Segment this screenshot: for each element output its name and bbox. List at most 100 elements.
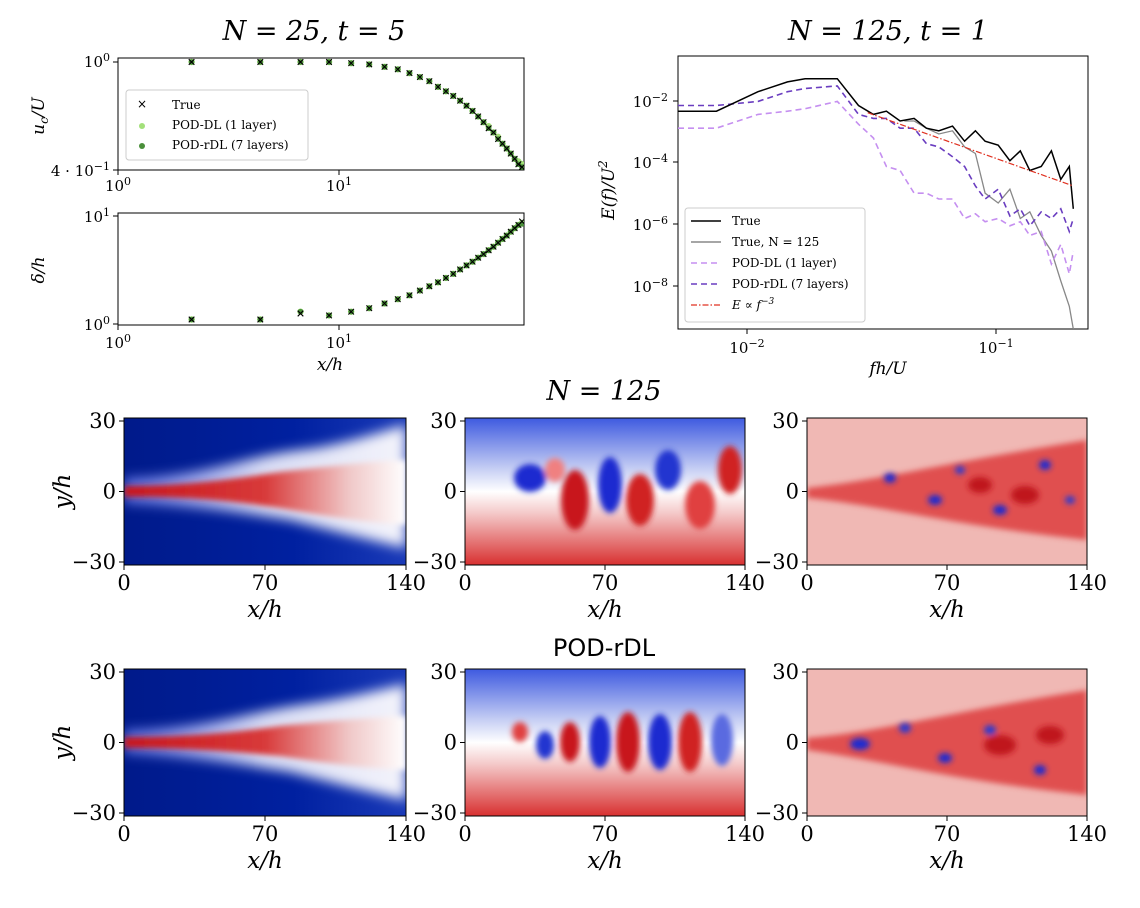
title-bottom-row: POD-rDL bbox=[553, 634, 656, 662]
spectrum-legend-label: POD-DL (1 layer) bbox=[732, 256, 837, 270]
vortex-blob bbox=[884, 473, 896, 483]
marker-true bbox=[474, 254, 482, 261]
heatmap-ytick-label: 30 bbox=[772, 409, 799, 433]
marker-true bbox=[297, 310, 304, 317]
vortex-blob bbox=[850, 738, 870, 750]
uc-legend-label: POD-DL (1 layer) bbox=[172, 118, 277, 132]
heatmap-ylabel: y/h bbox=[50, 474, 76, 511]
spectrum-axes-frame bbox=[677, 55, 1089, 330]
vortex-blob bbox=[711, 714, 733, 766]
spectrum-legend-label: POD-rDL (7 layers) bbox=[732, 277, 849, 291]
vortex-blob bbox=[938, 753, 952, 763]
spectrum-xtick-exp: −1 bbox=[997, 337, 1013, 350]
marker-true bbox=[347, 59, 355, 67]
heatmap-xtick-label: 70 bbox=[592, 571, 619, 595]
heatmap-xtick-label: 0 bbox=[117, 822, 130, 846]
heatmap-xtick-label: 0 bbox=[458, 822, 471, 846]
heatmap-ytick-label: −30 bbox=[413, 550, 457, 574]
marker-true bbox=[474, 113, 482, 120]
vortex-blob bbox=[1034, 765, 1046, 775]
vortex-blob bbox=[626, 474, 654, 526]
delta-xtick-exp: 1 bbox=[345, 332, 352, 345]
vortex-blob bbox=[955, 466, 965, 474]
delta-xtick-label: 101 bbox=[326, 332, 352, 352]
heatmap-xlabel: x/h bbox=[247, 848, 283, 874]
heatmap-u-rdl bbox=[124, 669, 406, 816]
uc-legend-marker-x: × bbox=[137, 97, 147, 111]
heatmap-xlabel: x/h bbox=[587, 597, 623, 623]
turb-region bbox=[807, 690, 1087, 795]
heatmap-xtick-label: 70 bbox=[592, 822, 619, 846]
marker-true bbox=[507, 150, 514, 157]
uc-legend-label: True bbox=[172, 98, 201, 112]
w-structures bbox=[884, 460, 1075, 515]
heatmap-w-rdl bbox=[807, 669, 1087, 816]
heatmap-xtick-label: 70 bbox=[252, 822, 279, 846]
marker-true bbox=[442, 88, 450, 95]
heatmap-xtick-label: 140 bbox=[386, 822, 426, 846]
heatmap-xtick-label: 70 bbox=[934, 822, 961, 846]
vortex-blob bbox=[678, 712, 702, 772]
marker-true bbox=[297, 58, 304, 66]
spectrum-lines bbox=[678, 77, 1075, 329]
uc-legend-label: POD-rDL (7 layers) bbox=[172, 138, 289, 152]
marker-true bbox=[456, 266, 464, 273]
jet-core bbox=[124, 460, 406, 525]
delta-xtick-exp: 0 bbox=[124, 332, 131, 345]
v-structures bbox=[512, 712, 733, 772]
marker-true bbox=[490, 129, 497, 136]
vortex-blob bbox=[514, 464, 546, 492]
marker-true bbox=[463, 102, 470, 109]
turb-region bbox=[807, 440, 1087, 540]
heatmap-ytick-label: −30 bbox=[72, 801, 116, 825]
spectrum-ylabel-exp: 2 bbox=[596, 160, 610, 169]
uc-legend: × True POD-DL (1 layer) POD-rDL (7 layer… bbox=[125, 89, 309, 161]
marker-true bbox=[257, 316, 264, 323]
heatmap-ytick-label: −30 bbox=[755, 550, 799, 574]
heatmap-ytick-label: −30 bbox=[72, 550, 116, 574]
heatmap-ytick-label: 30 bbox=[89, 409, 116, 433]
uc-legend-marker-rdl bbox=[139, 143, 145, 149]
vortex-blob bbox=[718, 446, 742, 494]
heatmap-ytick-label: 0 bbox=[444, 731, 457, 755]
delta-ytick-exp: 1 bbox=[103, 206, 110, 219]
uc-ylabel: uc/U bbox=[29, 96, 51, 134]
uc-legend-marker-dl bbox=[139, 123, 145, 129]
v-structures bbox=[514, 446, 742, 530]
marker-true bbox=[366, 305, 373, 312]
spectrum-ylabel: E(f)/U2 bbox=[596, 160, 619, 221]
vortex-blob bbox=[1065, 496, 1075, 504]
heatmap-w-n125 bbox=[807, 418, 1087, 565]
vortex-blob bbox=[648, 714, 672, 770]
marker-true bbox=[456, 97, 464, 104]
vortex-blob bbox=[1011, 486, 1039, 504]
marker-true bbox=[511, 155, 518, 162]
delta-xtick-label: 100 bbox=[105, 332, 131, 352]
spectrum-panel: 10−2 10−1 10−2 10−4 10−6 10−8 fh/U E(f)/… bbox=[596, 55, 1089, 379]
vortex-blob bbox=[512, 722, 528, 742]
marker-true bbox=[499, 235, 506, 243]
spectrum-ytick-label: 10−6 bbox=[633, 214, 668, 234]
spectrum-legend: True True, N = 125 POD-DL (1 layer) POD-… bbox=[684, 207, 866, 323]
vortex-blob bbox=[1036, 726, 1064, 744]
line-pod-rdl bbox=[678, 85, 1075, 234]
heatmap-ytick-label: −30 bbox=[413, 801, 457, 825]
marker-true bbox=[503, 145, 510, 152]
heatmap-xtick-label: 140 bbox=[1067, 822, 1107, 846]
heatmap-xtick-label: 70 bbox=[934, 571, 961, 595]
spectrum-ytick-exp: −4 bbox=[652, 152, 668, 165]
heatmap-xlabel: x/h bbox=[247, 597, 283, 623]
vortex-blob bbox=[968, 477, 992, 493]
marker-true bbox=[347, 308, 355, 315]
spectrum-ytick-exp: −2 bbox=[652, 91, 668, 104]
spectrum-ytick-exp: −6 bbox=[652, 214, 668, 227]
heatmap-xtick-label: 140 bbox=[725, 571, 765, 595]
delta-panel: 100 101 101 100 x/h δ/h bbox=[29, 206, 525, 375]
marker-true bbox=[406, 292, 413, 299]
spectrum-xlabel: fh/U bbox=[867, 359, 907, 379]
heatmap-xlabel: x/h bbox=[929, 848, 965, 874]
contour-row-pod-rdl bbox=[124, 669, 1087, 816]
spectrum-ytick-label: 10−2 bbox=[633, 91, 668, 111]
title-top-left: N = 25, t = 5 bbox=[222, 16, 406, 47]
